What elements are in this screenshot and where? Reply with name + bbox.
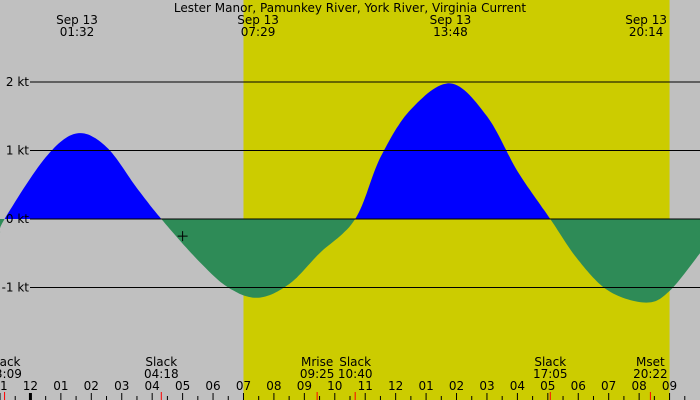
hour-tick-label: 11 [0, 379, 8, 393]
current-areas [0, 83, 700, 303]
event-name-label: Slack [534, 355, 566, 369]
y-tick-label: 1 kt [6, 144, 29, 158]
top-date-label: Sep 13 [625, 13, 667, 27]
event-name-label: Mrise [301, 355, 333, 369]
hour-tick-label: 01 [418, 379, 433, 393]
chart-title: Lester Manor, Pamunkey River, York River… [174, 1, 527, 15]
hour-tick-label: 03 [114, 379, 129, 393]
hour-tick-label: 11 [358, 379, 373, 393]
event-time-label: 17:05 [533, 367, 568, 381]
grid-lines [30, 81, 700, 288]
hour-tick-label: 06 [571, 379, 586, 393]
hour-tick-label: 09 [297, 379, 312, 393]
hour-tick-label: 12 [23, 379, 38, 393]
top-time-label: 13:48 [433, 25, 468, 39]
ebb-area-0 [0, 219, 5, 233]
top-date-label: Sep 13 [237, 13, 279, 27]
event-time-label: 09:25 [300, 367, 335, 381]
top-time-label: 01:32 [60, 25, 95, 39]
hour-tick-label: 12 [388, 379, 403, 393]
hour-axis: 11 12 01 02 03 04 05 06 07 08 09 10 11 12 01 02 03 04 05 06… [0, 379, 686, 400]
hour-tick-label: 03 [479, 379, 494, 393]
flood-area-3 [355, 83, 551, 219]
event-time-label: 10:40 [338, 367, 373, 381]
top-time-label: 20:14 [629, 25, 664, 39]
y-tick-label: 2 kt [6, 75, 29, 89]
hour-tick-label: 02 [449, 379, 464, 393]
y-tick-label: -1 kt [2, 281, 30, 295]
hour-tick-label: 04 [510, 379, 525, 393]
event-name-label: Slack [339, 355, 371, 369]
event-name-label: Mset [636, 355, 665, 369]
event-time-label: 04:18 [144, 367, 179, 381]
now-marker [177, 231, 188, 242]
event-time-label: 20:22 [633, 367, 668, 381]
hour-tick-label: 06 [205, 379, 220, 393]
y-tick-label: 0 kt [6, 212, 29, 226]
hour-tick-label: 10 [327, 379, 342, 393]
hour-tick-label: 05 [175, 379, 190, 393]
hour-tick-label: 01 [53, 379, 68, 393]
y-axis-labels: 2 kt 1 kt 0 kt -1 kt [2, 75, 30, 295]
hour-tick-label: 02 [84, 379, 99, 393]
event-labels: Slack23:09Slack04:18Mrise09:25Slack10:40… [0, 355, 668, 400]
hour-tick-label: 09 [662, 379, 677, 393]
hour-tick-label: 05 [540, 379, 555, 393]
event-name-label: Slack [145, 355, 177, 369]
hour-tick-label: 08 [266, 379, 281, 393]
hour-tick-label: 07 [236, 379, 251, 393]
ebb-area-4 [550, 219, 700, 303]
flood-area-1 [4, 133, 162, 219]
hour-tick-label: 04 [145, 379, 160, 393]
hour-tick-label: 07 [601, 379, 616, 393]
top-time-label: 07:29 [241, 25, 276, 39]
event-name-label: Slack [0, 355, 21, 369]
ebb-area-2 [161, 219, 356, 298]
event-time-label: 23:09 [0, 367, 22, 381]
top-date-label: Sep 13 [430, 13, 472, 27]
top-date-label: Sep 13 [56, 13, 98, 27]
hour-tick-label: 08 [631, 379, 646, 393]
